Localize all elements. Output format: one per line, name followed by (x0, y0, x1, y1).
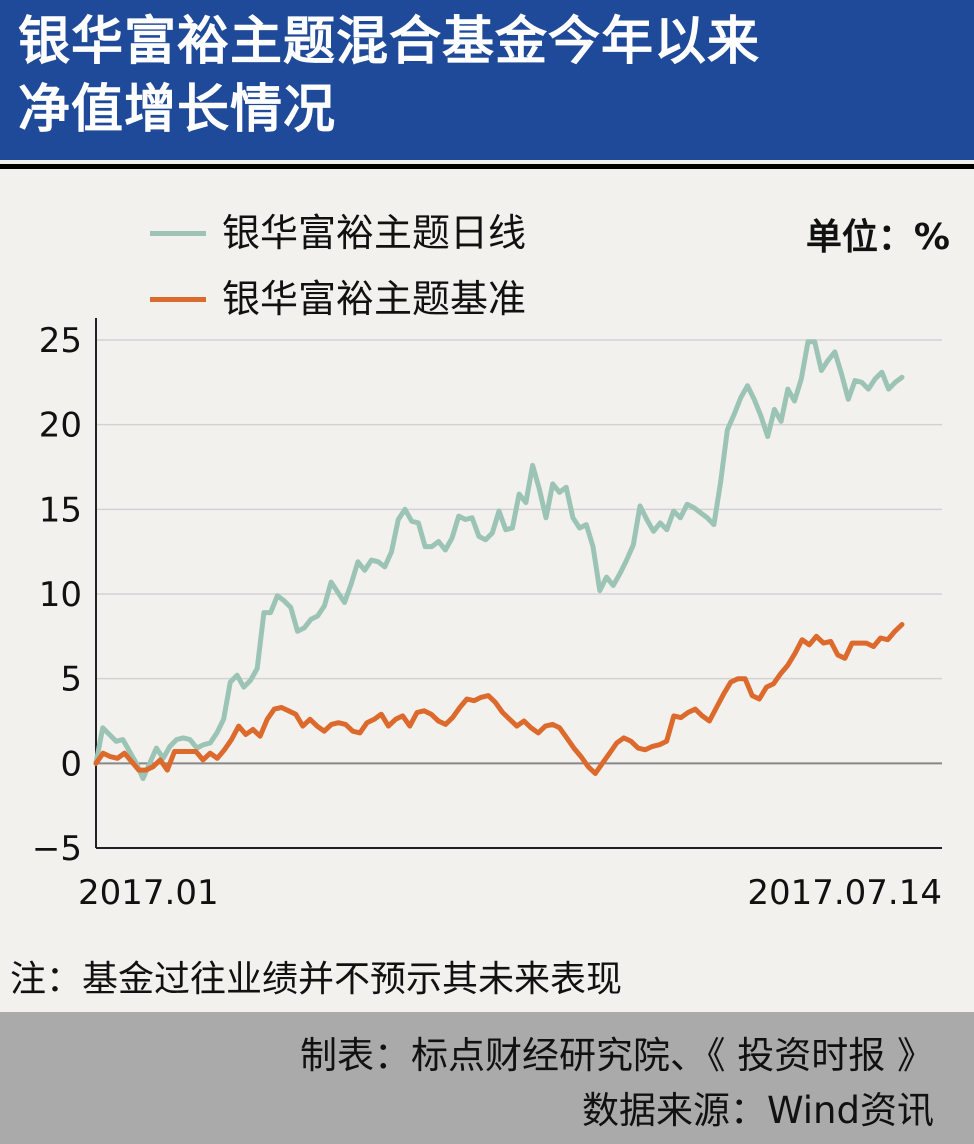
title-divider (0, 164, 974, 169)
x-tick-label-start: 2017.01 (78, 873, 219, 913)
grid-lines (96, 339, 942, 765)
y-tick-label-6: −5 (32, 829, 82, 869)
line-chart: 25 20 15 10 5 0 −5 2017.01 2017.07.14 (32, 318, 942, 913)
y-tick-label-3: 10 (39, 575, 82, 615)
title-banner: 银华富裕主题混合基金今年以来 净值增长情况 (0, 0, 974, 160)
x-tick-labels: 2017.01 2017.07.14 (78, 873, 942, 913)
unit-label: 单位：% (805, 217, 950, 258)
legend-label-benchmark: 银华富裕主题基准 (222, 277, 527, 321)
series-lines (93, 339, 905, 782)
legend-swatch-benchmark (150, 297, 206, 302)
footer-maker: 制表：标点财经研究院、《 投资时报 》 (299, 1034, 934, 1077)
legend-swatch-fund (150, 231, 206, 236)
legend-label-fund: 银华富裕主题日线 (222, 211, 527, 255)
series-line-1 (93, 622, 905, 776)
y-tick-label-5: 0 (60, 744, 82, 784)
axes (95, 318, 942, 849)
x-tick-label-end: 2017.07.14 (747, 873, 942, 913)
y-tick-labels: 25 20 15 10 5 0 −5 (32, 321, 82, 869)
y-tick-label-2: 15 (39, 490, 82, 530)
y-tick-label-1: 20 (39, 406, 82, 446)
series-line-0 (93, 339, 905, 782)
y-tick-label-4: 5 (60, 660, 82, 700)
title-line-1: 银华富裕主题混合基金今年以来 (18, 12, 761, 72)
y-tick-label-0: 25 (39, 321, 82, 361)
title-line-2: 净值增长情况 (18, 80, 337, 140)
footer: 制表：标点财经研究院、《 投资时报 》 数据来源：Wind资讯 (0, 1012, 974, 1144)
disclaimer-note: 注：基金过往业绩并不预示其未来表现 (10, 959, 623, 1000)
footer-source: 数据来源：Wind资讯 (582, 1089, 934, 1132)
